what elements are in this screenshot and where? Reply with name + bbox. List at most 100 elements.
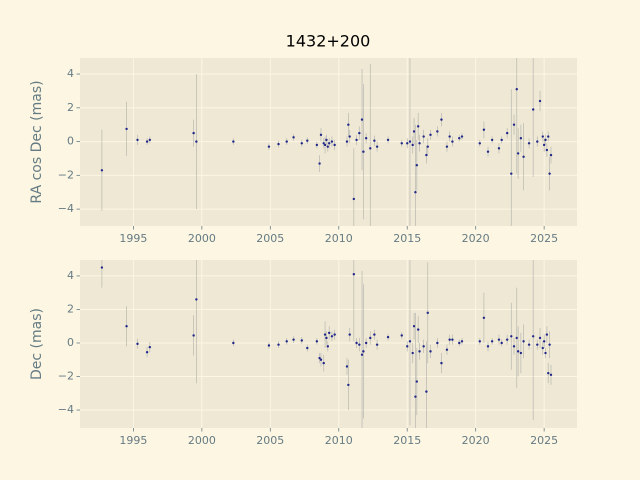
y-tick-label: 0: [67, 336, 74, 349]
x-tick-label: 2025: [530, 434, 558, 447]
point: [333, 143, 336, 147]
point: [412, 325, 416, 328]
point: [277, 343, 280, 346]
point: [445, 145, 449, 148]
point: [355, 341, 358, 345]
point: [436, 341, 439, 345]
point: [364, 137, 368, 140]
point: [330, 140, 334, 143]
point: [325, 138, 328, 142]
point: [460, 135, 464, 138]
point: [315, 340, 319, 343]
point: [414, 395, 417, 398]
point: [125, 325, 128, 328]
point: [478, 142, 481, 145]
point: [326, 145, 330, 148]
point: [373, 333, 376, 336]
data-layer: [100, 260, 553, 428]
point: [145, 140, 149, 143]
x-tick-label: 2005: [256, 232, 284, 245]
x-tick-label: 2010: [325, 434, 353, 447]
x-tick-label: 2000: [188, 232, 216, 245]
point: [319, 133, 323, 137]
point: [375, 145, 379, 148]
point: [285, 140, 288, 143]
point: [358, 131, 361, 135]
point: [451, 140, 454, 143]
point: [451, 338, 454, 341]
point: [322, 361, 325, 365]
y-tick-label: 0: [67, 135, 74, 148]
point: [318, 162, 321, 165]
y-tick-label: −2: [58, 168, 74, 181]
point: [500, 341, 503, 345]
point: [360, 353, 364, 356]
point: [522, 340, 525, 343]
point: [425, 390, 428, 393]
point: [348, 333, 351, 336]
point: [426, 311, 429, 315]
point: [300, 142, 304, 145]
x-tick-label: 2015: [393, 232, 421, 245]
point: [458, 341, 461, 345]
point: [345, 365, 349, 368]
point: [386, 138, 390, 142]
point: [418, 142, 421, 145]
x-tick-label: 2010: [325, 232, 353, 245]
point: [490, 340, 494, 343]
x-tick-label: 2020: [462, 434, 490, 447]
point: [330, 335, 334, 338]
point: [545, 148, 549, 152]
point: [192, 131, 195, 135]
point: [406, 142, 409, 145]
point: [369, 336, 372, 340]
point: [536, 140, 539, 143]
axes: 1995 2000 2005 2010 2015 2020 2025 −4 −2 0 2 4 Dec (…: [29, 260, 577, 447]
point: [100, 169, 104, 172]
point: [319, 358, 323, 361]
x-tick-label: 1995: [119, 232, 147, 245]
point: [406, 345, 409, 348]
point: [292, 136, 295, 139]
y-tick-label: 2: [67, 302, 74, 315]
point: [352, 273, 356, 276]
point: [478, 340, 481, 343]
point: [408, 340, 412, 343]
point: [440, 118, 443, 121]
point: [136, 342, 139, 346]
point: [232, 341, 235, 345]
point: [482, 316, 486, 320]
y-axis-label: RA cos Dec (mas): [29, 80, 45, 203]
point: [486, 345, 490, 348]
point: [538, 336, 542, 340]
point: [347, 383, 350, 387]
y-tick-label: 4: [67, 67, 74, 80]
point: [352, 197, 356, 201]
point: [542, 143, 546, 147]
point: [292, 338, 295, 341]
point: [148, 138, 152, 142]
point: [364, 341, 368, 345]
point: [148, 345, 152, 349]
axes: 1995 2000 2005 2010 2015 2020 2025 −4 −2 0 2 4 RA co…: [29, 58, 577, 245]
point: [510, 172, 513, 175]
point: [195, 140, 198, 143]
point: [285, 340, 288, 343]
point: [100, 266, 104, 269]
point: [325, 336, 328, 340]
point: [545, 333, 549, 336]
point: [125, 127, 128, 131]
y-tick-label: −4: [58, 202, 74, 215]
point: [541, 135, 544, 138]
point: [362, 150, 365, 153]
point: [531, 335, 535, 338]
point: [323, 143, 327, 147]
point: [531, 108, 535, 111]
point: [548, 172, 551, 175]
point: [422, 135, 425, 138]
point: [547, 371, 550, 375]
point: [327, 142, 331, 145]
point: [440, 361, 443, 365]
point: [549, 373, 553, 377]
point: [486, 150, 490, 153]
